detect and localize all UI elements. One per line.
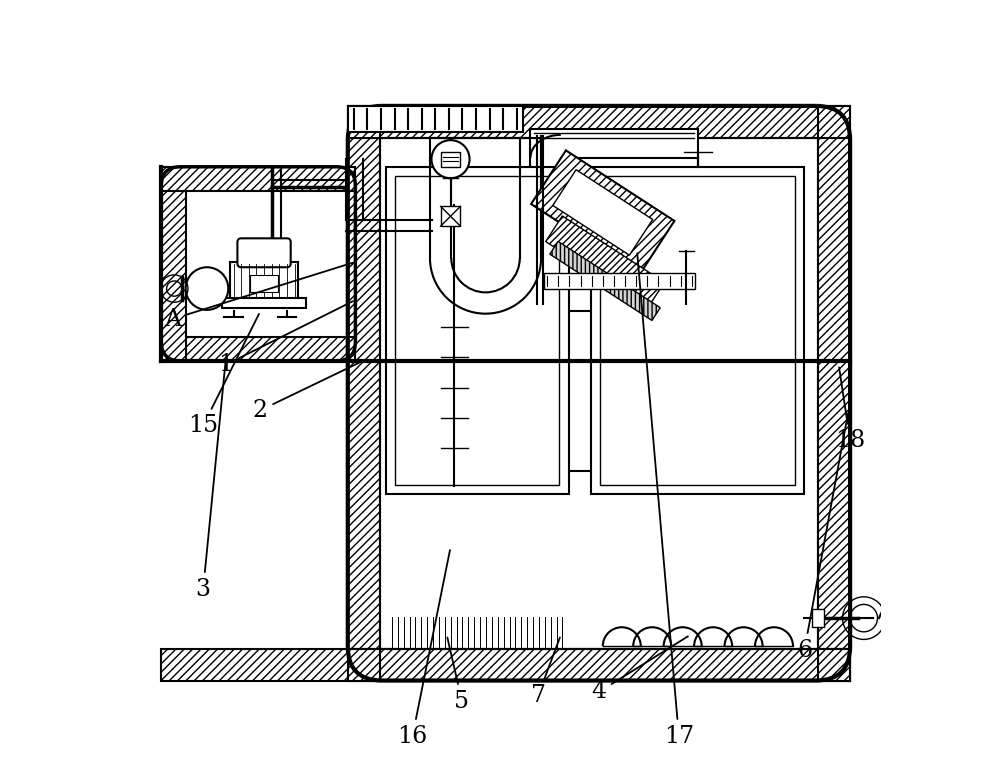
- Polygon shape: [550, 241, 660, 321]
- Bar: [591, 167, 804, 494]
- Polygon shape: [161, 649, 850, 680]
- Polygon shape: [348, 649, 380, 680]
- Bar: [348, 106, 523, 132]
- Bar: [812, 609, 824, 627]
- Bar: [380, 138, 818, 649]
- Bar: [441, 206, 460, 226]
- Polygon shape: [348, 106, 850, 138]
- Bar: [441, 152, 460, 167]
- Polygon shape: [348, 138, 380, 649]
- Text: A: A: [164, 263, 353, 330]
- Polygon shape: [818, 649, 850, 680]
- Bar: [380, 138, 818, 649]
- Polygon shape: [818, 106, 850, 138]
- Polygon shape: [348, 106, 380, 138]
- Text: 6: 6: [797, 413, 848, 662]
- Polygon shape: [161, 167, 355, 191]
- Text: 2: 2: [253, 362, 360, 422]
- Text: 1: 1: [218, 301, 353, 376]
- Text: 4: 4: [591, 636, 688, 704]
- Bar: [395, 176, 559, 485]
- Bar: [222, 298, 306, 308]
- Bar: [386, 167, 568, 494]
- Polygon shape: [161, 167, 186, 361]
- Polygon shape: [546, 216, 664, 308]
- Text: 15: 15: [188, 314, 259, 437]
- Text: 18: 18: [835, 367, 865, 453]
- Circle shape: [186, 267, 228, 310]
- Bar: [530, 129, 698, 312]
- Text: 7: 7: [531, 638, 560, 708]
- Polygon shape: [553, 170, 653, 255]
- FancyBboxPatch shape: [237, 239, 291, 267]
- Bar: [250, 275, 278, 291]
- Text: 5: 5: [447, 638, 469, 712]
- Bar: [230, 262, 298, 300]
- Bar: [186, 191, 355, 336]
- Circle shape: [432, 140, 470, 178]
- Text: 17: 17: [637, 253, 694, 748]
- Text: 3: 3: [196, 360, 226, 601]
- Bar: [544, 274, 695, 288]
- Bar: [600, 176, 795, 485]
- Polygon shape: [161, 336, 355, 361]
- Text: 16: 16: [397, 550, 450, 748]
- Polygon shape: [818, 138, 850, 649]
- Polygon shape: [531, 150, 674, 274]
- Polygon shape: [348, 649, 850, 680]
